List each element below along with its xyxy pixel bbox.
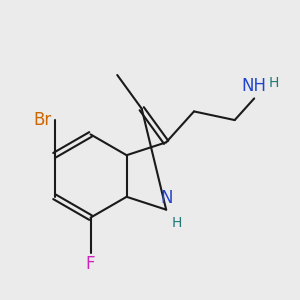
Text: Br: Br [33,111,52,129]
Text: N: N [160,189,172,207]
Text: H: H [172,216,182,230]
Text: H: H [268,76,279,90]
Text: NH: NH [242,77,267,95]
Text: F: F [86,255,95,273]
